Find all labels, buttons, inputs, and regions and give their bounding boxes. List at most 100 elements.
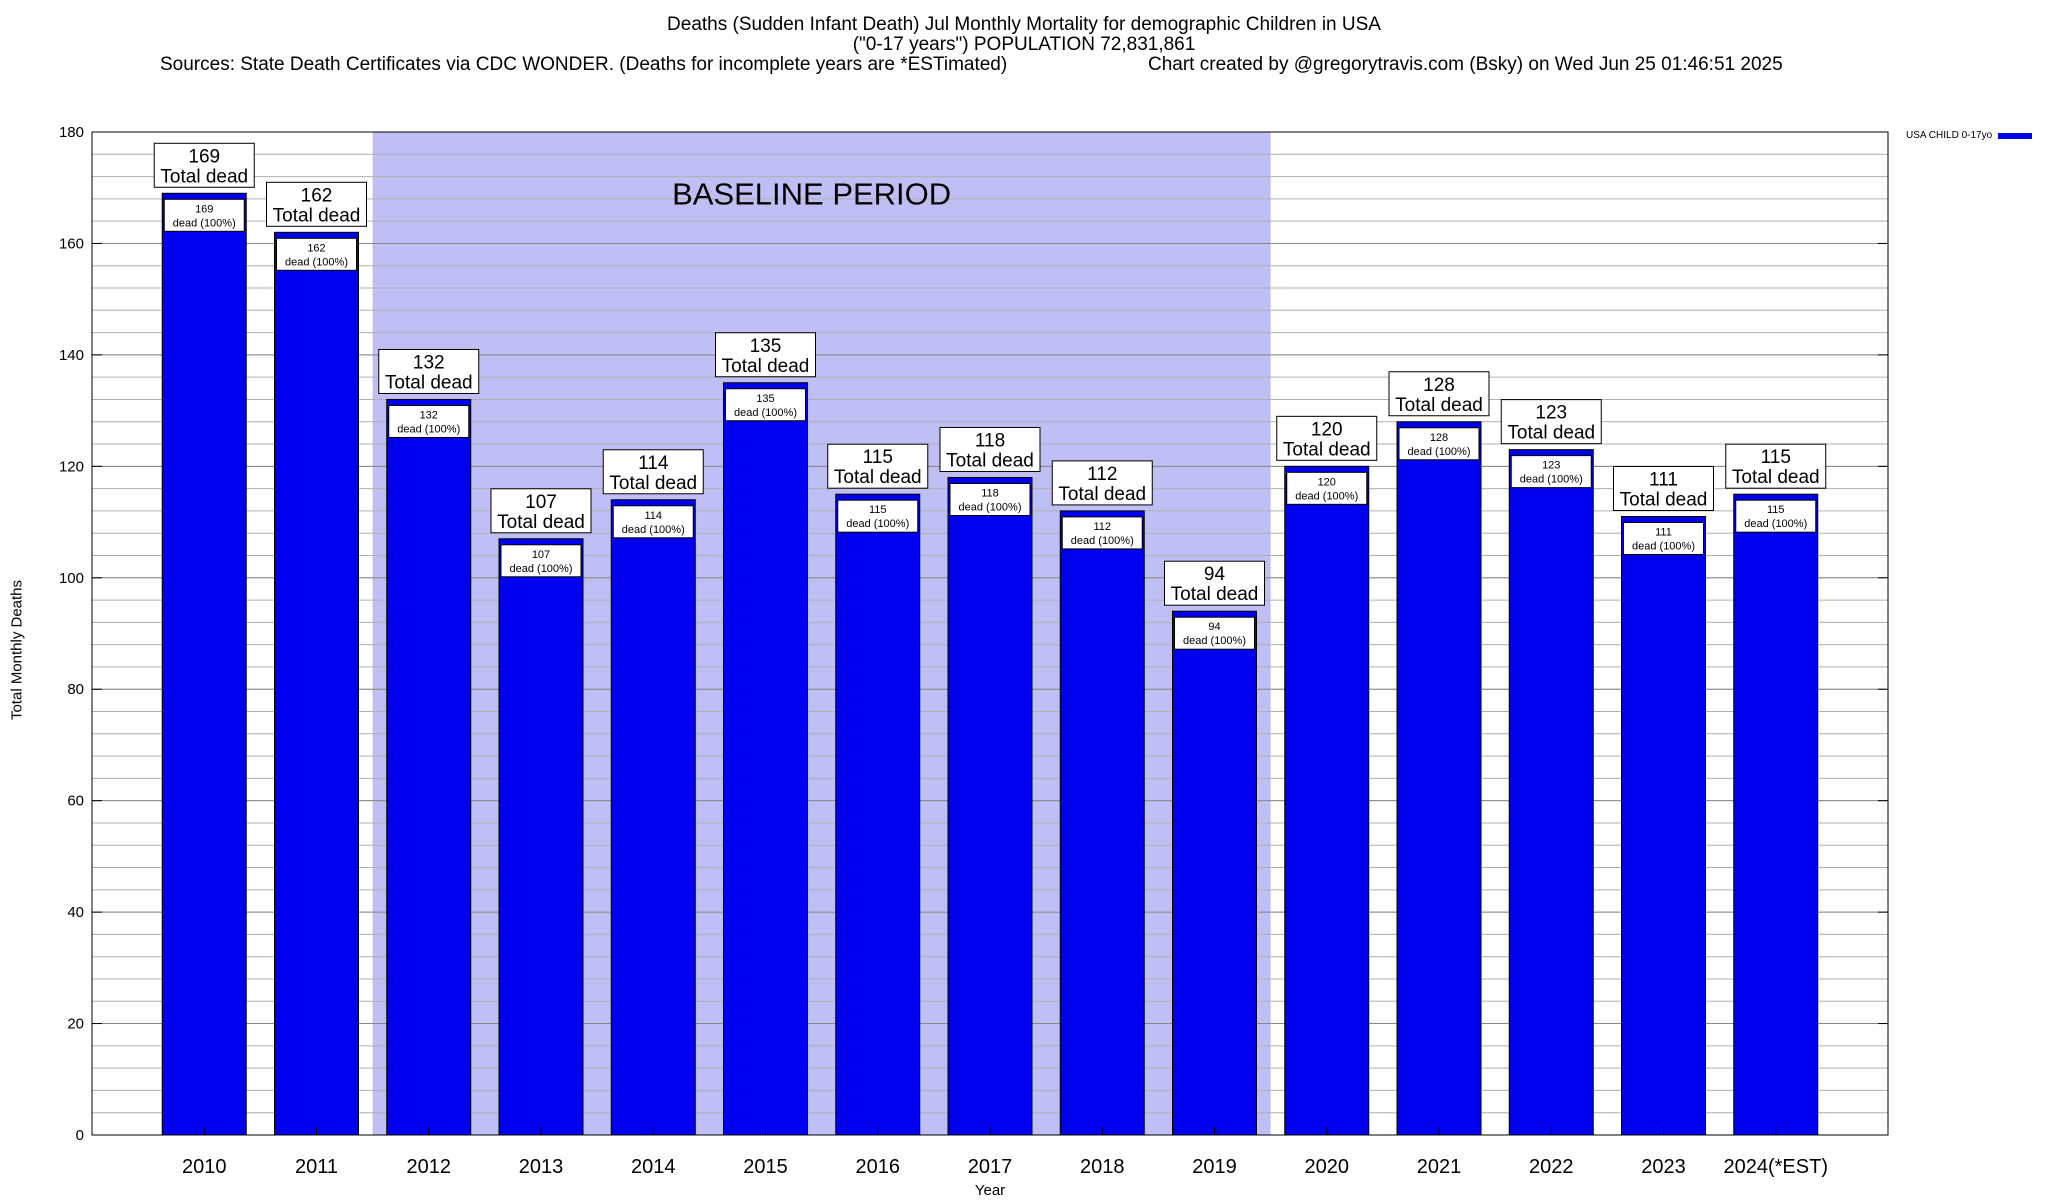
bar bbox=[1396, 421, 1482, 1136]
chart-source-note: Sources: State Death Certificates via CD… bbox=[160, 54, 1008, 75]
bar-inner-label-box bbox=[949, 482, 1031, 516]
bar-total-value: 118 bbox=[975, 430, 1005, 451]
bar-inner-suffix: dead (100%) bbox=[1071, 535, 1134, 547]
bar bbox=[161, 192, 247, 1136]
bar-total-label-box bbox=[1276, 415, 1378, 461]
chart-title-line-1: Deaths (Sudden Infant Death) Jul Monthly… bbox=[667, 14, 1381, 35]
y-tick-label: 80 bbox=[67, 681, 84, 698]
bar-total-suffix: Total dead bbox=[1395, 395, 1483, 416]
bar-inner-suffix: dead (100%) bbox=[1183, 635, 1246, 647]
bar-total-suffix: Total dead bbox=[497, 512, 585, 533]
y-tick-label: 20 bbox=[67, 1016, 84, 1033]
bar-inner-value: 114 bbox=[644, 510, 662, 522]
bar-total-suffix: Total dead bbox=[385, 372, 473, 393]
bar-inner-value: 115 bbox=[869, 504, 887, 516]
bar-inner-value: 94 bbox=[1208, 621, 1220, 633]
bar-total-label-box bbox=[378, 348, 480, 394]
legend-swatch bbox=[1998, 132, 2033, 139]
bar-inner-label-box bbox=[163, 198, 245, 232]
bar-inner-label-box bbox=[837, 499, 919, 533]
bar-inner-value: 135 bbox=[756, 393, 774, 405]
baseline-period-label: BASELINE PERIOD bbox=[672, 176, 951, 211]
bar-total-label-box bbox=[266, 181, 367, 227]
bar-inner-value: 107 bbox=[532, 549, 550, 561]
bar bbox=[723, 382, 808, 1136]
y-tick-label: 160 bbox=[59, 235, 84, 252]
y-tick-label: 180 bbox=[59, 124, 84, 141]
bar-inner-suffix: dead (100%) bbox=[173, 217, 236, 229]
x-tick-label: 2016 bbox=[856, 1156, 901, 1178]
bar bbox=[274, 231, 359, 1136]
bar-total-value: 162 bbox=[301, 185, 333, 206]
bar-inner-suffix: dead (100%) bbox=[285, 256, 348, 268]
bar-inner-value: 111 bbox=[1655, 526, 1672, 538]
x-tick-label: 2023 bbox=[1641, 1156, 1686, 1178]
bar-total-value: 112 bbox=[1087, 464, 1117, 485]
x-tick-label: 2013 bbox=[519, 1156, 564, 1178]
bar-inner-value: 128 bbox=[1430, 432, 1448, 444]
bar-total-value: 107 bbox=[525, 492, 557, 513]
y-tick-label: 40 bbox=[67, 904, 84, 921]
x-tick-label: 2021 bbox=[1417, 1156, 1462, 1178]
bar-total-suffix: Total dead bbox=[160, 166, 248, 187]
y-axis-label: Total Monthly Deaths bbox=[8, 579, 26, 721]
bar-total-suffix: Total dead bbox=[1171, 584, 1259, 605]
bar-inner-suffix: dead (100%) bbox=[846, 518, 909, 530]
bar-inner-label-box bbox=[1735, 499, 1817, 533]
legend: USA CHILD 0-17yo bbox=[1906, 130, 2033, 141]
bar bbox=[1284, 465, 1370, 1136]
y-tick-label: 140 bbox=[59, 347, 84, 364]
bar-total-value: 115 bbox=[863, 447, 893, 468]
bar-total-label-box bbox=[939, 426, 1041, 472]
x-tick-label: 2014 bbox=[631, 1156, 676, 1178]
bar-inner-suffix: dead (100%) bbox=[1408, 446, 1471, 458]
bar-inner-suffix: dead (100%) bbox=[397, 423, 460, 435]
bar-total-label-box bbox=[1613, 465, 1714, 511]
bar-total-value: 94 bbox=[1204, 564, 1226, 585]
bar bbox=[1733, 493, 1819, 1136]
bar-inner-suffix: dead (100%) bbox=[1520, 474, 1583, 486]
bar-total-suffix: Total dead bbox=[834, 467, 922, 488]
bar-total-suffix: Total dead bbox=[1058, 484, 1146, 505]
bar-inner-label-box bbox=[388, 404, 470, 438]
x-tick-label: 2018 bbox=[1080, 1156, 1125, 1178]
bar-total-value: 120 bbox=[1311, 419, 1343, 440]
bar-total-value: 111 bbox=[1649, 469, 1678, 490]
bar-inner-value: 123 bbox=[1542, 460, 1560, 472]
bar-inner-suffix: dead (100%) bbox=[1632, 540, 1695, 552]
bar-inner-label-box bbox=[500, 544, 582, 578]
bar-inner-suffix: dead (100%) bbox=[1295, 490, 1358, 502]
bar-inner-label-box bbox=[1510, 455, 1592, 489]
x-tick-label: 2024(*EST) bbox=[1724, 1156, 1829, 1178]
bar-total-suffix: Total dead bbox=[1507, 423, 1595, 444]
bar-total-suffix: Total dead bbox=[609, 473, 697, 494]
bar-inner-value: 112 bbox=[1093, 521, 1111, 533]
bar bbox=[386, 398, 472, 1136]
bar-inner-suffix: dead (100%) bbox=[959, 501, 1022, 513]
bar-total-value: 123 bbox=[1535, 403, 1567, 424]
x-tick-label: 2019 bbox=[1192, 1156, 1237, 1178]
bar bbox=[1508, 449, 1594, 1136]
bar-total-value: 128 bbox=[1423, 375, 1455, 396]
bar-total-suffix: Total dead bbox=[1283, 439, 1371, 460]
y-tick-label: 60 bbox=[67, 793, 84, 810]
y-tick-label: 100 bbox=[59, 570, 84, 587]
bar-total-label-box bbox=[715, 332, 816, 378]
bar-inner-label-box bbox=[612, 505, 694, 539]
bar-inner-value: 115 bbox=[1767, 504, 1785, 516]
bar-inner-value: 162 bbox=[307, 242, 325, 254]
bar-total-label-box bbox=[153, 142, 255, 188]
bar-total-suffix: Total dead bbox=[946, 450, 1034, 471]
bar-total-value: 114 bbox=[638, 453, 669, 474]
x-tick-label: 2010 bbox=[182, 1156, 227, 1178]
bar-total-suffix: Total dead bbox=[722, 356, 810, 377]
bar-inner-label-box bbox=[1174, 616, 1255, 650]
x-tick-label: 2017 bbox=[968, 1156, 1013, 1178]
y-tick-label: 120 bbox=[59, 458, 84, 475]
chart-credit-note: Chart created by @gregorytravis.com (Bsk… bbox=[1148, 54, 1783, 75]
x-tick-label: 2022 bbox=[1529, 1156, 1574, 1178]
x-axis-label: Year bbox=[974, 1182, 1006, 1199]
bar bbox=[1059, 510, 1145, 1136]
bar-total-label-box bbox=[827, 443, 929, 489]
